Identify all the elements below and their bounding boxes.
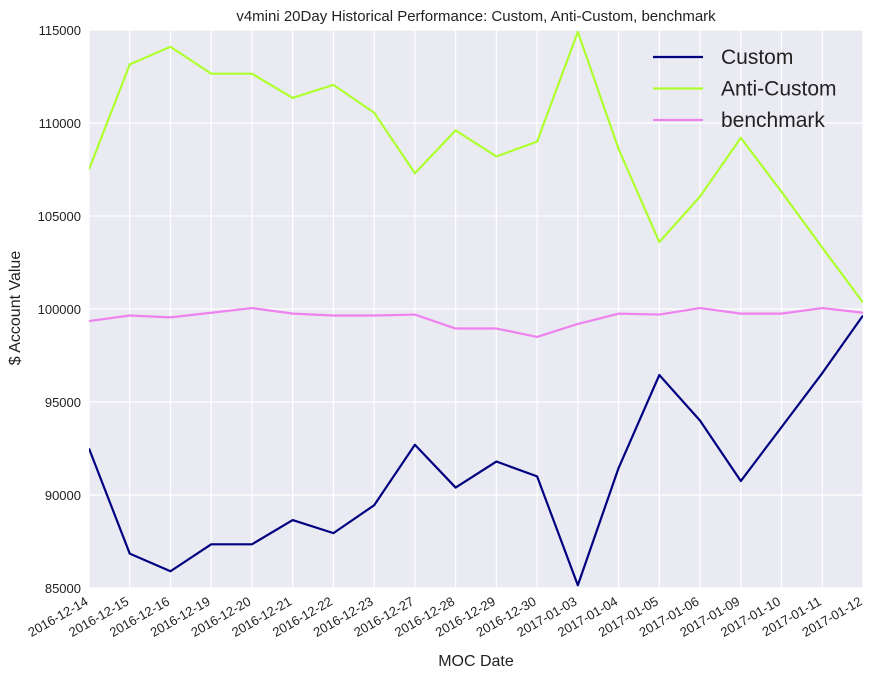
y-tick-label: 90000 [45,488,81,503]
series-line-custom [89,314,863,587]
y-tick-label: 100000 [38,302,81,317]
series-line-anti-custom [89,30,863,304]
x-axis-label: MOC Date [438,653,514,670]
y-tick-label: 110000 [39,116,81,131]
legend-label-anti-custom: Anti-Custom [721,78,837,101]
y-tick-label: 115000 [39,23,81,38]
legend-label-benchmark: benchmark [721,109,825,132]
y-tick-label: 95000 [45,395,81,410]
y-axis-label: $ Account Value [7,251,24,366]
y-tick-label: 85000 [45,581,81,596]
chart-title: v4mini 20Day Historical Performance: Cus… [236,8,716,25]
series-line-benchmark [89,306,863,338]
y-tick-label: 105000 [38,209,81,224]
legend-label-custom: Custom [721,46,793,69]
